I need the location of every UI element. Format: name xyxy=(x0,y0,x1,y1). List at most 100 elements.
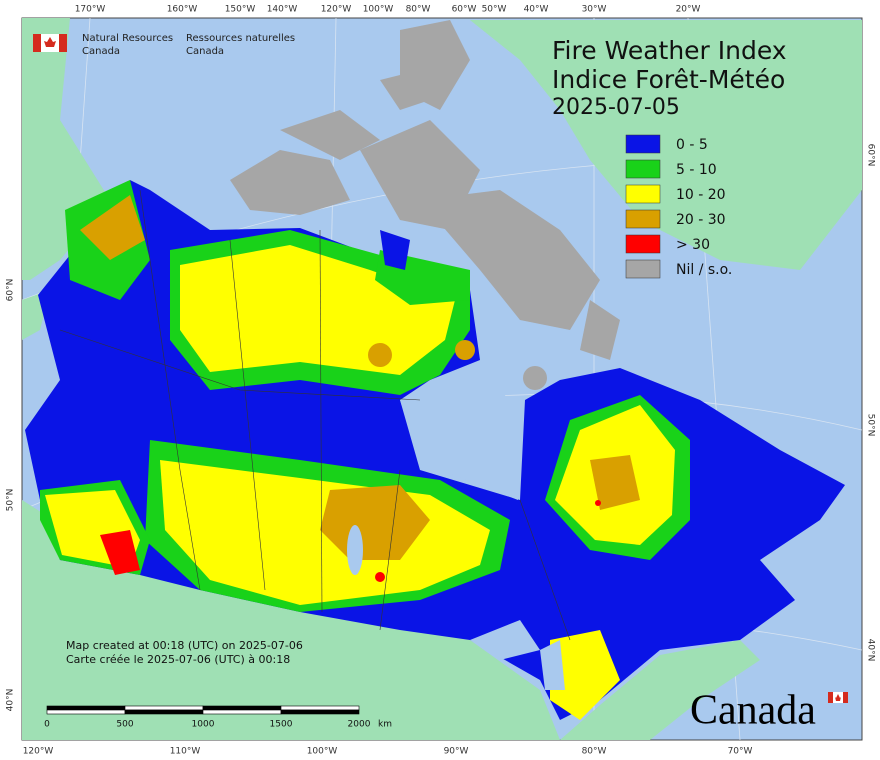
province-borders xyxy=(59,189,571,641)
map-shape xyxy=(580,300,620,360)
scale-unit: km xyxy=(378,720,392,730)
legend-label: > 30 xyxy=(676,237,710,253)
lakes xyxy=(347,380,565,690)
graticule-labels: 170°W 160°W 150°W 140°W 120°W 100°W 80°W 60°W 50… xyxy=(6,5,876,757)
map-shape xyxy=(380,70,430,110)
map-shape xyxy=(828,692,833,703)
longitude-label: 20°W xyxy=(676,5,701,15)
longitude-label: 120°W xyxy=(321,5,352,15)
map-shape xyxy=(100,530,140,575)
map-shape xyxy=(33,34,41,52)
scale-bar: 0 500 1000 1500 2000 km xyxy=(44,705,392,730)
scale-label: 1500 xyxy=(270,720,293,730)
longitude-label: 150°W xyxy=(225,5,256,15)
wordmark: Canada xyxy=(690,688,816,734)
scale-segment xyxy=(202,709,282,715)
longitude-label: 140°W xyxy=(267,5,298,15)
note: Map created at 00:18 (UTC) on 2025-07-06 xyxy=(66,639,303,652)
longitude-label: 100°W xyxy=(307,747,338,757)
longitude-label: 80°W xyxy=(582,747,607,757)
scale-label: 2000 xyxy=(348,720,371,730)
legend-label: 0 - 5 xyxy=(676,137,708,153)
agency-en: Canada xyxy=(82,46,120,57)
map-shape xyxy=(59,34,67,52)
map-shape xyxy=(595,500,601,506)
latitude-label: 50°N xyxy=(6,489,16,512)
map-shape xyxy=(230,150,350,215)
note: Carte créée le 2025-07-06 (UTC) à 00:18 xyxy=(66,653,290,666)
map-shape xyxy=(319,229,323,613)
date: 2025-07-05 xyxy=(552,95,680,120)
scale-segment xyxy=(46,705,126,711)
map-shape xyxy=(347,525,363,575)
legend-label: 20 - 30 xyxy=(676,212,726,228)
title: Indice Forêt-Météo xyxy=(552,65,785,94)
map-shape xyxy=(380,230,410,270)
wordmark-flag xyxy=(828,692,848,703)
title: Fire Weather Index xyxy=(552,36,787,65)
longitude-label: 100°W xyxy=(363,5,394,15)
map-shape xyxy=(519,499,571,641)
legend-swatch xyxy=(625,159,661,179)
map-shape xyxy=(455,340,475,360)
longitude-label: 60°W xyxy=(452,5,477,15)
agency-fr: Canada xyxy=(186,46,224,57)
map-shape xyxy=(470,620,540,660)
longitude-label: 70°W xyxy=(728,747,753,757)
fwi-zones xyxy=(25,180,845,720)
latitude-label: 40°N xyxy=(6,689,16,712)
scale-label: 500 xyxy=(116,720,133,730)
latitude-label: 50°N xyxy=(866,414,876,437)
map-shape xyxy=(523,366,547,390)
map-shape xyxy=(400,380,520,500)
longitude-label: 50°W xyxy=(482,5,507,15)
map-shape xyxy=(229,239,266,591)
map-shape xyxy=(80,195,145,260)
latitude-label: 40°N xyxy=(866,639,876,662)
map-shape xyxy=(59,329,421,401)
scale-segment xyxy=(202,705,282,711)
map-shape xyxy=(560,640,760,740)
map-shape xyxy=(44,37,56,47)
longitude-label: 160°W xyxy=(167,5,198,15)
legend-label: 5 - 10 xyxy=(676,162,717,178)
longitude-label: 80°W xyxy=(406,5,431,15)
map-shape xyxy=(280,110,380,160)
longitude-label: 40°W xyxy=(524,5,549,15)
longitude-label: 170°W xyxy=(75,5,106,15)
scale-segment xyxy=(280,705,360,711)
scale-segment xyxy=(46,709,126,715)
map-shape xyxy=(22,500,560,740)
map-shape xyxy=(470,20,862,270)
map-shape xyxy=(379,469,401,631)
map-shape xyxy=(540,640,565,690)
map-shape xyxy=(139,189,201,591)
longitude-label: 120°W xyxy=(23,747,54,757)
scale-segment xyxy=(280,709,360,715)
legend-swatch xyxy=(625,209,661,229)
map-shape xyxy=(590,455,640,510)
legend-swatch xyxy=(625,184,661,204)
agency-en: Natural Resources xyxy=(82,33,173,44)
legend: 0 - 5 5 - 10 10 - 20 20 - 30 > 30 Nil / s.o. xyxy=(625,134,732,279)
legend-swatch xyxy=(625,234,661,254)
map-shape xyxy=(420,190,600,330)
scale-segment xyxy=(124,709,204,715)
legend-label: Nil / s.o. xyxy=(676,262,732,278)
longitude-label: 110°W xyxy=(170,747,201,757)
map-shape xyxy=(550,630,620,720)
scale-label: 0 xyxy=(44,720,50,730)
scale-segment xyxy=(124,705,204,711)
latitude-label: 60°N xyxy=(866,144,876,167)
map-shape xyxy=(843,692,848,703)
latitude-label: 60°N xyxy=(6,279,16,302)
legend-swatch xyxy=(625,259,661,279)
scale-label: 1000 xyxy=(192,720,215,730)
nrcan-flag xyxy=(33,34,67,52)
map-shape xyxy=(375,572,385,582)
longitude-label: 30°W xyxy=(582,5,607,15)
map-shape xyxy=(320,485,430,560)
